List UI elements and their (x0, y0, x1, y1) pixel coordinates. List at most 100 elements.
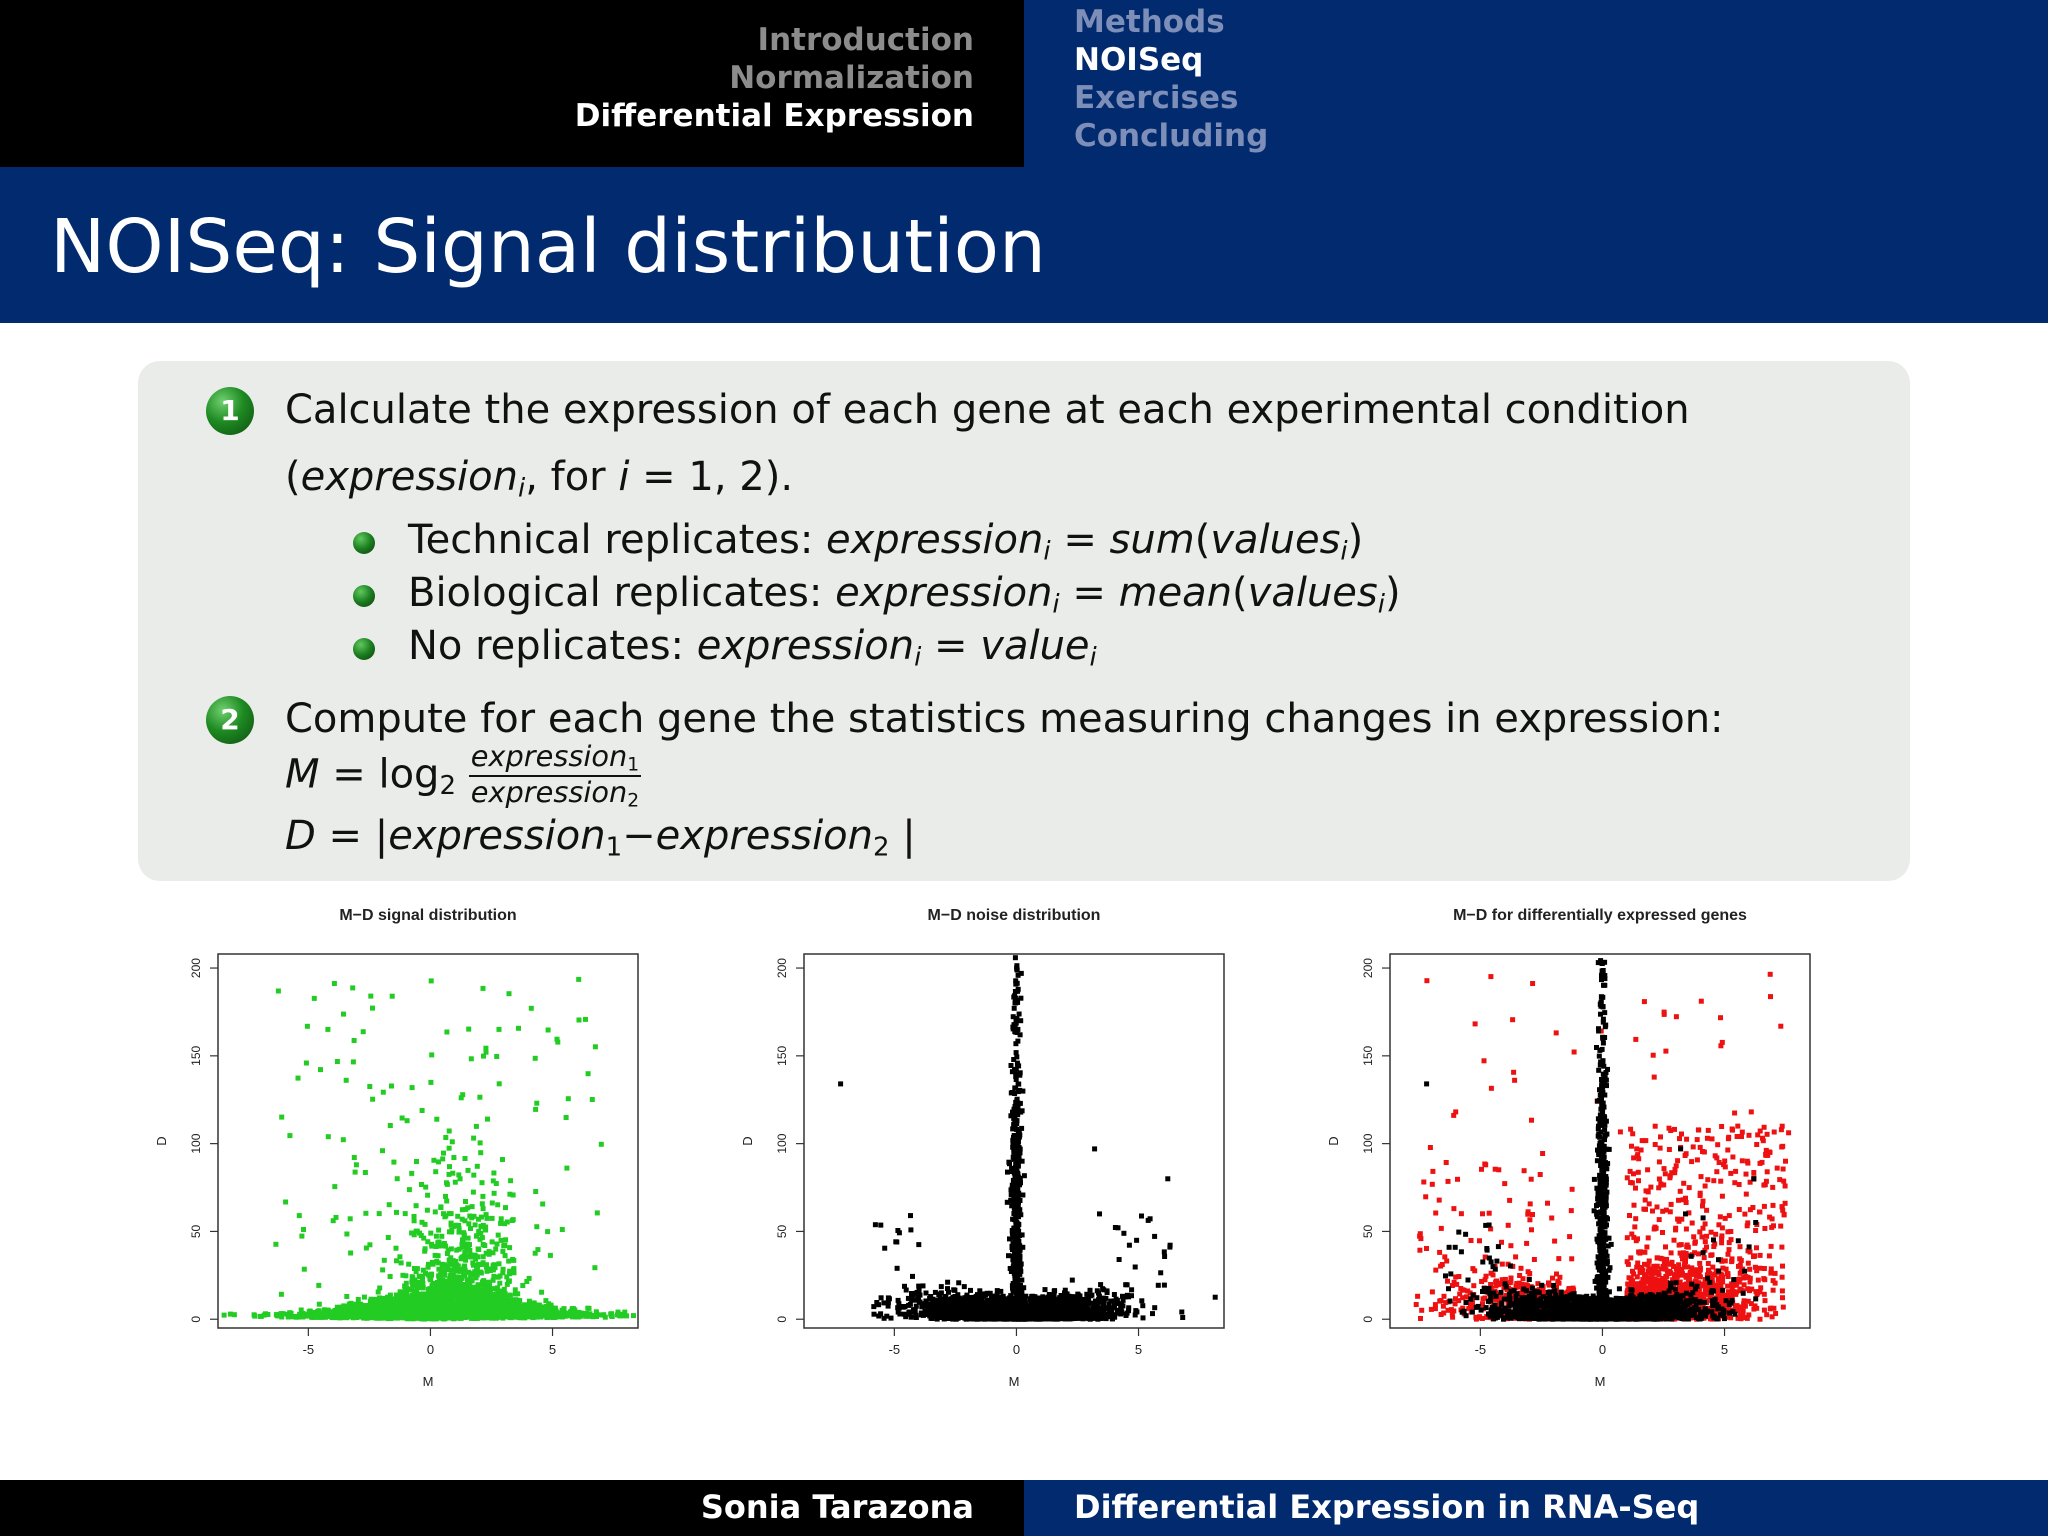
data-point (526, 1275, 532, 1281)
data-point (1108, 1305, 1113, 1311)
data-point (402, 1211, 408, 1217)
data-point (467, 1280, 473, 1286)
data-point (919, 1304, 925, 1310)
data-point (553, 1308, 559, 1314)
data-point (498, 1312, 504, 1318)
data-point (456, 1172, 462, 1178)
data-point (279, 1114, 285, 1120)
data-point (334, 1059, 340, 1064)
data-point (1057, 1295, 1063, 1301)
data-point (480, 1242, 486, 1247)
data-point (385, 1309, 391, 1315)
nav-subsection-noiseq[interactable]: NOISeq (1074, 42, 1204, 78)
data-point (916, 1283, 922, 1289)
data-point (420, 1276, 425, 1282)
nav-section-introduction[interactable]: Introduction (757, 22, 974, 58)
data-point (485, 1312, 491, 1318)
formula-d: D = |expression1−expression2 | (285, 813, 916, 863)
data-point (525, 1303, 530, 1309)
data-point (1161, 1282, 1167, 1288)
data-point (1126, 1305, 1132, 1311)
header-subsections-panel: Methods NOISeq Exercises Concluding (1024, 0, 2048, 167)
nav-subsection-methods[interactable]: Methods (1074, 4, 1225, 40)
data-point (452, 1179, 458, 1185)
slide-title-bar: NOISeq: Signal distribution (0, 167, 2048, 323)
data-point (379, 1308, 385, 1314)
data-point (1097, 1315, 1103, 1321)
data-point (472, 1269, 478, 1275)
data-point (388, 1304, 394, 1310)
data-point (895, 1297, 901, 1303)
data-point (480, 1300, 486, 1306)
data-point (395, 1308, 401, 1314)
data-point (399, 1302, 405, 1308)
data-point (521, 1312, 527, 1318)
data-point (532, 1250, 538, 1256)
data-point (352, 1169, 358, 1175)
plot-signal-distribution: M−D signal distribution -5 0 5 0 50 100 150 200 M… (148, 896, 688, 1476)
data-point (377, 1302, 383, 1308)
data-point (491, 1273, 497, 1279)
data-point (466, 1221, 472, 1227)
data-point (511, 1267, 516, 1273)
data-point (350, 1312, 356, 1318)
data-point (1120, 1297, 1126, 1303)
data-point (338, 1304, 344, 1310)
nav-subsection-exercises[interactable]: Exercises (1074, 80, 1239, 116)
data-point (422, 1246, 428, 1252)
data-point (1126, 1294, 1132, 1300)
data-point (422, 1311, 428, 1317)
data-point (446, 1145, 452, 1151)
data-point (406, 1261, 412, 1267)
data-point (469, 1204, 475, 1210)
data-point (368, 993, 374, 999)
data-point (471, 1308, 477, 1314)
data-point (301, 1227, 306, 1232)
data-point (492, 1265, 498, 1271)
data-point (426, 1300, 432, 1306)
data-point (955, 1292, 961, 1298)
data-point (540, 1201, 546, 1207)
data-point (531, 1314, 537, 1320)
data-point (468, 1312, 474, 1318)
data-point (418, 1311, 424, 1317)
data-point (471, 1272, 476, 1278)
data-point (1152, 1305, 1158, 1311)
data-point (391, 1305, 397, 1311)
nav-subsection-concluding[interactable]: Concluding (1074, 118, 1269, 154)
data-point (257, 1313, 263, 1319)
data-point (368, 1296, 374, 1302)
data-point (1081, 1301, 1087, 1307)
data-point (419, 1273, 425, 1279)
data-point (436, 1266, 442, 1272)
data-point (386, 1202, 392, 1208)
nav-section-normalization[interactable]: Normalization (729, 60, 974, 96)
data-point (947, 1307, 953, 1313)
data-point (427, 1276, 433, 1282)
data-point (1093, 1298, 1098, 1304)
y-axis-label: D (740, 1136, 755, 1145)
data-point (1061, 1305, 1067, 1311)
data-point (466, 1297, 471, 1303)
data-point (444, 1181, 450, 1187)
data-point (398, 1307, 404, 1313)
data-point (437, 1243, 443, 1249)
data-point (413, 1269, 419, 1274)
data-point (329, 1309, 335, 1315)
data-point (503, 1237, 509, 1243)
data-point (404, 1291, 410, 1297)
data-point (517, 1310, 523, 1316)
nav-section-differential-expression[interactable]: Differential Expression (574, 98, 974, 134)
data-point (508, 1304, 514, 1310)
data-point (548, 1302, 554, 1308)
data-point (952, 1294, 958, 1299)
data-point (534, 1100, 540, 1106)
data-point (1057, 1303, 1063, 1309)
data-point (547, 1252, 553, 1258)
data-point (496, 1081, 502, 1087)
data-point (506, 1258, 512, 1264)
data-point (446, 1128, 452, 1134)
data-point (1111, 1302, 1117, 1308)
data-point (1050, 1292, 1056, 1298)
